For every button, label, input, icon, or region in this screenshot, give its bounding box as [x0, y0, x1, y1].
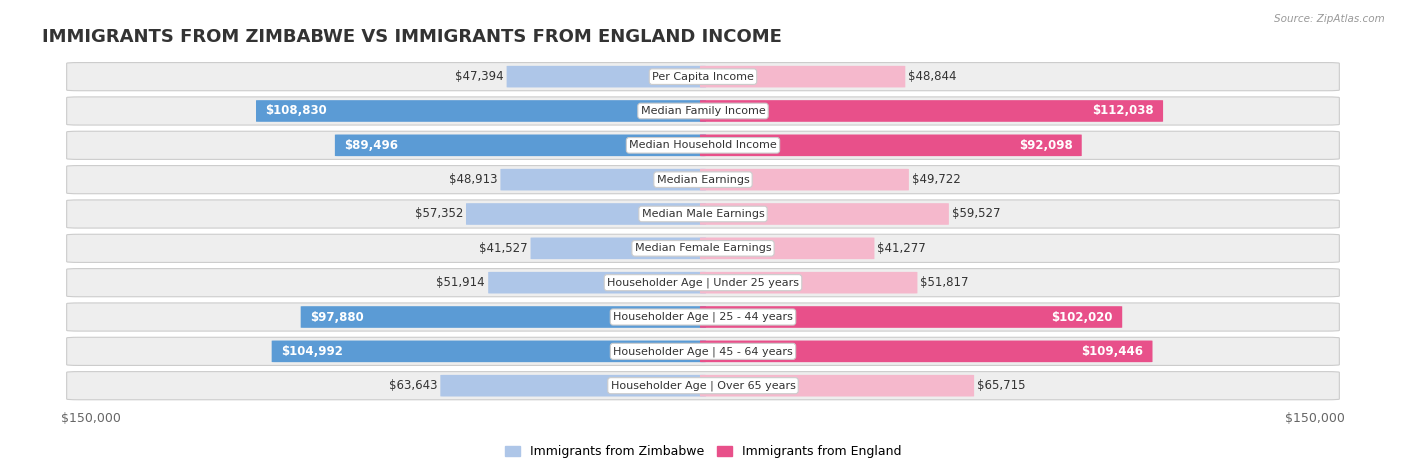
FancyBboxPatch shape — [66, 166, 1340, 194]
Text: Householder Age | 45 - 64 years: Householder Age | 45 - 64 years — [613, 346, 793, 357]
Text: IMMIGRANTS FROM ZIMBABWE VS IMMIGRANTS FROM ENGLAND INCOME: IMMIGRANTS FROM ZIMBABWE VS IMMIGRANTS F… — [42, 28, 782, 46]
FancyBboxPatch shape — [66, 97, 1340, 125]
Text: $63,643: $63,643 — [389, 379, 437, 392]
Text: $97,880: $97,880 — [309, 311, 364, 324]
Text: $102,020: $102,020 — [1052, 311, 1114, 324]
Text: Median Female Earnings: Median Female Earnings — [634, 243, 772, 253]
Text: Median Family Income: Median Family Income — [641, 106, 765, 116]
FancyBboxPatch shape — [66, 200, 1340, 228]
Text: Householder Age | Under 25 years: Householder Age | Under 25 years — [607, 277, 799, 288]
FancyBboxPatch shape — [700, 100, 1163, 122]
Text: $59,527: $59,527 — [952, 207, 1001, 220]
FancyBboxPatch shape — [700, 66, 905, 87]
Text: Householder Age | Over 65 years: Householder Age | Over 65 years — [610, 381, 796, 391]
FancyBboxPatch shape — [501, 169, 706, 191]
Text: Median Male Earnings: Median Male Earnings — [641, 209, 765, 219]
FancyBboxPatch shape — [506, 66, 706, 87]
FancyBboxPatch shape — [66, 63, 1340, 91]
Text: $47,394: $47,394 — [456, 70, 503, 83]
FancyBboxPatch shape — [440, 375, 706, 396]
Text: $108,830: $108,830 — [266, 105, 328, 118]
Text: Median Household Income: Median Household Income — [628, 140, 778, 150]
Text: Per Capita Income: Per Capita Income — [652, 71, 754, 82]
FancyBboxPatch shape — [66, 337, 1340, 365]
FancyBboxPatch shape — [271, 340, 706, 362]
FancyBboxPatch shape — [256, 100, 706, 122]
Text: Source: ZipAtlas.com: Source: ZipAtlas.com — [1274, 14, 1385, 24]
Text: Householder Age | 25 - 44 years: Householder Age | 25 - 44 years — [613, 312, 793, 322]
FancyBboxPatch shape — [488, 272, 706, 293]
FancyBboxPatch shape — [66, 303, 1340, 331]
FancyBboxPatch shape — [700, 238, 875, 259]
FancyBboxPatch shape — [66, 269, 1340, 297]
Text: $57,352: $57,352 — [415, 207, 463, 220]
FancyBboxPatch shape — [530, 238, 706, 259]
Text: $49,722: $49,722 — [912, 173, 960, 186]
Text: $104,992: $104,992 — [281, 345, 343, 358]
FancyBboxPatch shape — [700, 203, 949, 225]
Text: $112,038: $112,038 — [1092, 105, 1154, 118]
Text: $48,844: $48,844 — [908, 70, 957, 83]
Text: Median Earnings: Median Earnings — [657, 175, 749, 184]
FancyBboxPatch shape — [700, 340, 1153, 362]
FancyBboxPatch shape — [335, 134, 706, 156]
Text: $41,277: $41,277 — [877, 242, 927, 255]
Text: $48,913: $48,913 — [449, 173, 498, 186]
FancyBboxPatch shape — [700, 169, 908, 191]
FancyBboxPatch shape — [66, 372, 1340, 400]
FancyBboxPatch shape — [301, 306, 706, 328]
Text: $109,446: $109,446 — [1081, 345, 1143, 358]
FancyBboxPatch shape — [700, 306, 1122, 328]
Text: $51,914: $51,914 — [436, 276, 485, 289]
Text: $89,496: $89,496 — [344, 139, 398, 152]
FancyBboxPatch shape — [700, 375, 974, 396]
Text: $51,817: $51,817 — [921, 276, 969, 289]
FancyBboxPatch shape — [66, 131, 1340, 159]
Text: $65,715: $65,715 — [977, 379, 1026, 392]
FancyBboxPatch shape — [700, 272, 918, 293]
FancyBboxPatch shape — [700, 134, 1081, 156]
FancyBboxPatch shape — [66, 234, 1340, 262]
Text: $41,527: $41,527 — [479, 242, 527, 255]
Legend: Immigrants from Zimbabwe, Immigrants from England: Immigrants from Zimbabwe, Immigrants fro… — [501, 440, 905, 463]
Text: $92,098: $92,098 — [1019, 139, 1073, 152]
FancyBboxPatch shape — [465, 203, 706, 225]
